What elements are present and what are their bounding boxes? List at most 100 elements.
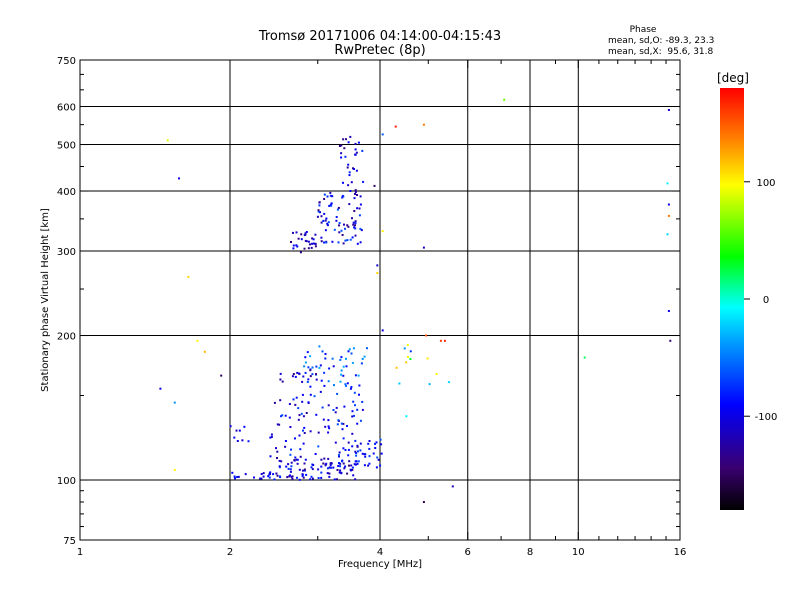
data-point [354,142,357,145]
data-point [307,366,310,369]
data-point [340,229,343,232]
data-point [337,241,340,244]
data-point [359,449,362,452]
data-point [336,469,339,471]
data-point [323,384,326,387]
data-point [317,431,320,434]
data-point [405,415,408,418]
grid-lines [80,60,680,540]
data-point [295,458,298,461]
data-point [353,168,355,170]
data-point [328,475,331,478]
data-point [327,457,330,460]
data-point [349,387,352,390]
data-point [279,399,282,402]
data-point [335,219,338,222]
data-point [344,465,347,468]
data-point [334,441,337,444]
data-point [297,407,300,410]
data-point [320,240,323,243]
data-point [335,216,338,218]
data-point [359,227,362,230]
data-point [326,472,329,475]
data-point [344,383,347,386]
data-point [340,152,343,155]
data-point [332,409,335,411]
data-point [323,198,326,200]
data-point [253,476,255,479]
data-point [353,210,356,212]
data-point [234,477,236,480]
data-point [667,203,670,206]
data-point [354,450,357,453]
data-point [237,475,240,478]
data-point [308,243,311,246]
data-point [269,455,272,458]
data-point [341,428,344,431]
data-point [324,229,327,232]
data-point [346,382,349,385]
data-point [320,471,323,474]
data-point [319,211,321,214]
data-point [296,458,299,461]
data-point [379,438,382,441]
data-point [333,478,336,481]
data-point [355,454,358,457]
data-point [361,357,364,360]
data-point [304,458,307,461]
data-point [348,171,351,174]
data-point [353,226,356,229]
data-point [273,401,276,404]
data-point [327,380,330,383]
data-point [364,455,367,458]
data-point [439,339,442,342]
data-point [351,432,354,435]
data-point [361,149,364,152]
data-point [351,445,354,448]
data-point [233,475,236,478]
data-point [341,194,344,197]
data-point [311,237,314,240]
data-point [327,425,330,428]
data-point [325,241,328,244]
data-point [667,109,670,111]
data-point [360,362,363,365]
data-point [366,347,368,350]
data-point [311,477,314,480]
data-point [320,379,323,382]
data-point [320,476,323,479]
data-point [357,450,359,453]
data-point [260,473,263,475]
phase-stats-header: Phase [630,25,657,35]
data-point [302,375,305,378]
data-point [377,458,380,461]
data-point [583,356,586,359]
x-tick-label: 2 [227,547,233,558]
data-point [409,358,412,360]
data-point [361,400,364,403]
data-point [340,144,343,147]
data-point [289,426,292,428]
data-point [351,217,353,220]
data-point [320,236,323,239]
data-point [310,246,313,249]
data-point [380,443,383,446]
data-point [346,425,348,427]
data-point [241,439,244,442]
data-point [320,215,323,218]
data-point [292,247,295,250]
colorbar-ticks: 100 0 -100 [744,178,777,423]
data-point [335,406,338,409]
data-point [326,222,329,225]
data-point [279,378,282,381]
data-point [342,181,344,184]
data-point [309,430,312,433]
data-point [374,442,376,445]
data-point [309,393,312,396]
data-point [367,464,370,467]
data-point [331,240,334,243]
data-point [667,310,670,312]
data-point [425,334,428,337]
data-point [352,223,355,226]
data-point [301,393,304,396]
